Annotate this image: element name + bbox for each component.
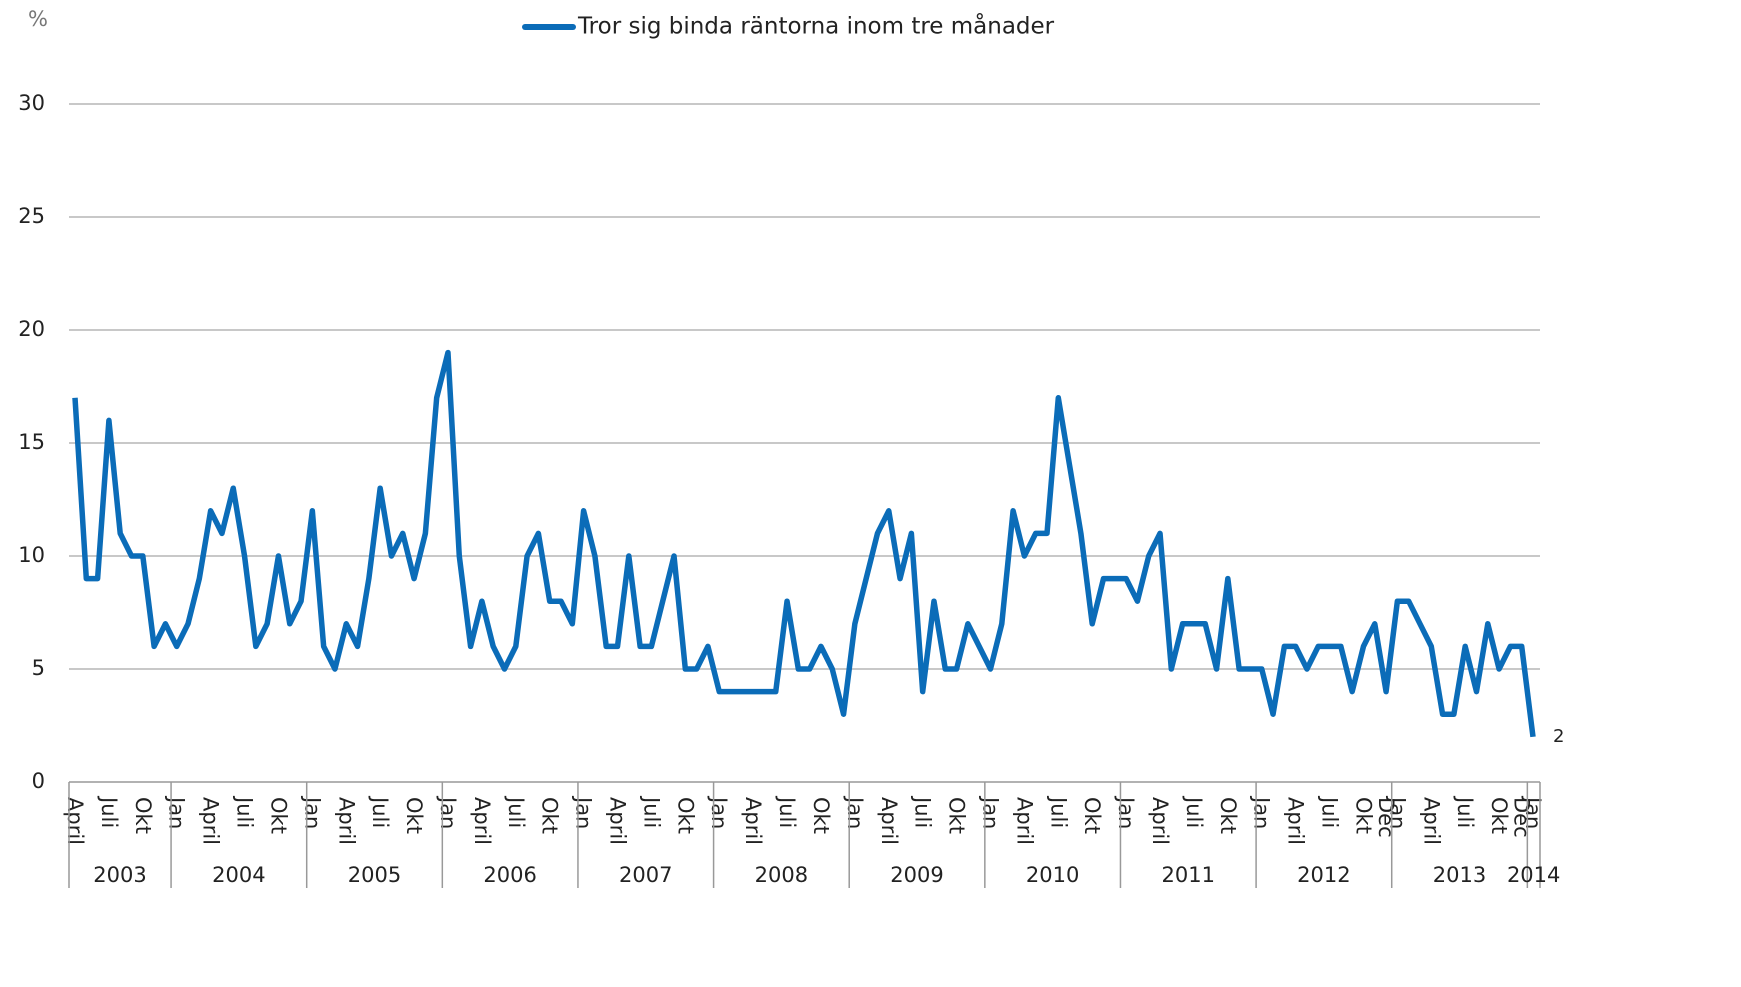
- year-label: 2003: [93, 863, 146, 887]
- x-tick-label: Jan: [572, 795, 596, 829]
- x-tick-label: April: [334, 797, 358, 845]
- x-tick-label: April: [199, 797, 223, 845]
- x-tick-label: Okt: [945, 797, 969, 834]
- x-tick-label: Jan: [843, 795, 867, 829]
- x-tick-label: April: [1148, 797, 1172, 845]
- year-label: 2007: [619, 863, 672, 887]
- x-tick-label: Okt: [131, 797, 155, 834]
- y-tick-label: 5: [32, 656, 45, 680]
- x-tick-label: Juli: [233, 795, 257, 828]
- x-tick-label: Juli: [775, 795, 799, 828]
- x-tick-label: Jan: [165, 795, 189, 829]
- x-tick-label: Okt: [673, 797, 697, 834]
- year-label: 2014: [1507, 863, 1560, 887]
- y-tick-label: 20: [18, 317, 45, 341]
- legend-label: Tror sig binda räntorna inom tre månader: [577, 12, 1055, 40]
- x-tick-label: Okt: [1080, 797, 1104, 834]
- x-tick-label: April: [470, 797, 494, 845]
- x-tick-label: April: [1419, 797, 1443, 845]
- year-label: 2009: [890, 863, 943, 887]
- series-line: [72, 349, 1536, 738]
- x-tick-label: Jan: [978, 795, 1002, 829]
- year-label: 2008: [755, 863, 808, 887]
- x-tick-label: Jan: [1250, 795, 1274, 829]
- x-tick-label: Juli: [504, 795, 528, 828]
- x-tick-label: Juli: [1046, 795, 1070, 828]
- x-tick-label: Okt: [1351, 797, 1375, 834]
- x-tick-label: Dec: [1510, 797, 1534, 838]
- x-tick-label: Juli: [639, 795, 663, 828]
- x-tick-label: Okt: [266, 797, 290, 834]
- x-tick-label: Jan: [436, 795, 460, 829]
- y-tick-label: 10: [18, 543, 45, 567]
- x-tick-label: Okt: [538, 797, 562, 834]
- year-label: 2006: [483, 863, 536, 887]
- x-tick-label: Jan: [707, 795, 731, 829]
- y-tick-label: 30: [18, 91, 45, 115]
- x-tick-label: Jan: [1385, 795, 1409, 829]
- x-tick-label: Juli: [368, 795, 392, 828]
- x-tick-label: Okt: [1216, 797, 1240, 834]
- x-tick-label: Jan: [1114, 795, 1138, 829]
- x-tick-label: Juli: [97, 795, 121, 828]
- x-tick-label: Okt: [1487, 797, 1511, 834]
- year-label: 2012: [1297, 863, 1350, 887]
- x-tick-label: Jan: [1521, 795, 1545, 829]
- x-tick-label: April: [63, 797, 87, 845]
- x-tick-label: Okt: [402, 797, 426, 834]
- year-label: 2004: [212, 863, 265, 887]
- y-tick-label: 25: [18, 204, 45, 228]
- x-tick-label: Juli: [1318, 795, 1342, 828]
- year-label: 2005: [348, 863, 401, 887]
- x-tick-label: Dec: [1374, 797, 1398, 838]
- data-label: 2: [1553, 726, 1564, 747]
- x-tick-label: April: [606, 797, 630, 845]
- x-tick-label: April: [877, 797, 901, 845]
- x-tick-label: April: [1284, 797, 1308, 845]
- x-tick-label: Juli: [1453, 795, 1477, 828]
- y-tick-label: 0: [32, 769, 45, 793]
- x-tick-label: April: [1012, 797, 1036, 845]
- y-unit: %: [28, 7, 48, 31]
- x-tick-label: Juli: [1182, 795, 1206, 828]
- year-label: 2010: [1026, 863, 1079, 887]
- year-label: 2011: [1162, 863, 1215, 887]
- x-tick-label: Jan: [300, 795, 324, 829]
- x-tick-label: Juli: [911, 795, 935, 828]
- year-label: 2013: [1433, 863, 1486, 887]
- x-tick-label: Okt: [809, 797, 833, 834]
- x-tick-label: April: [741, 797, 765, 845]
- y-tick-label: 15: [18, 430, 45, 454]
